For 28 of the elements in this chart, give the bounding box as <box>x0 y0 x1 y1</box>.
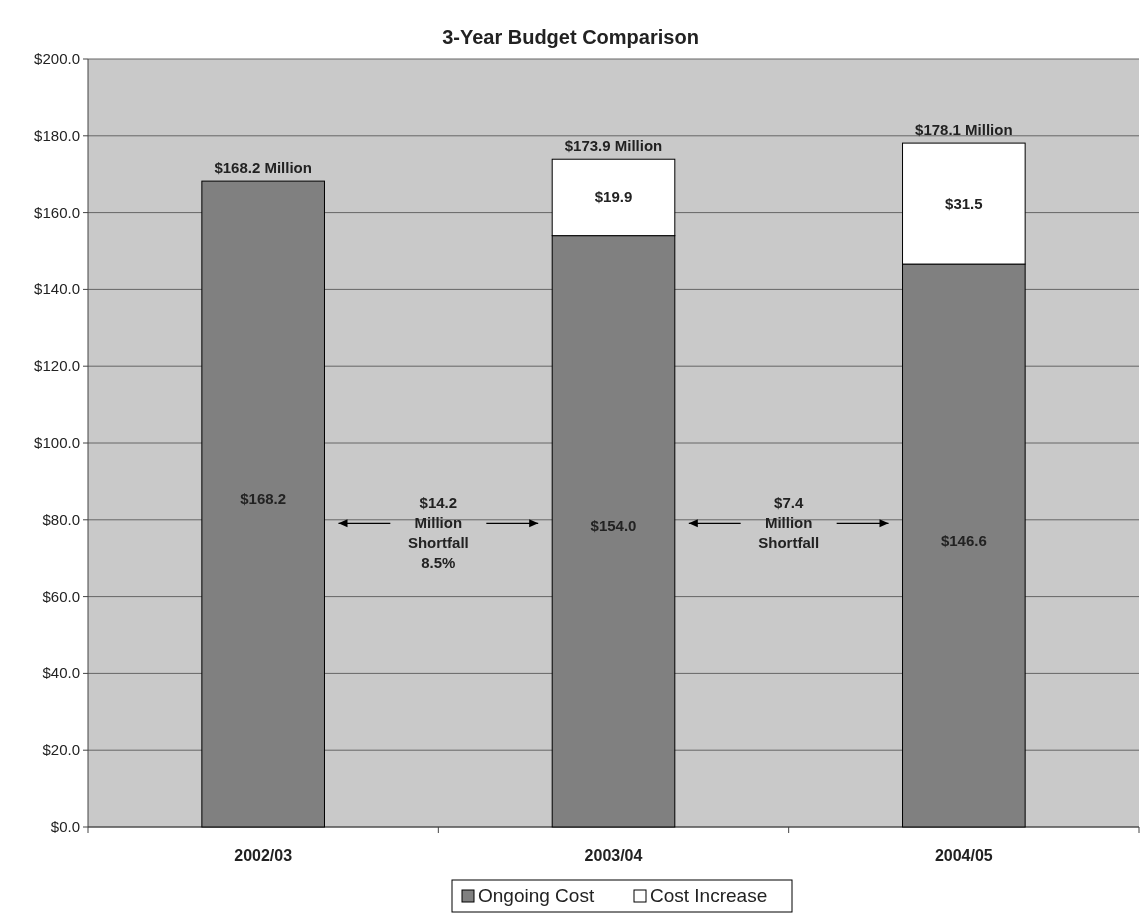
total-label: $173.9 Million <box>564 137 663 155</box>
y-tick-label: $0.0 <box>50 818 80 835</box>
data-label: $168.2 <box>240 490 287 508</box>
legend-label: Cost Increase <box>650 885 768 906</box>
y-tick-label: $160.0 <box>34 203 80 221</box>
y-tick-label: $180.0 <box>34 126 80 144</box>
annotation: $14.2 Million Shortfall 8.5% <box>407 494 469 572</box>
y-tick-label: $80.0 <box>42 510 80 528</box>
x-tick-label: 2002/03 <box>234 847 293 864</box>
y-tick-label: $60.0 <box>42 587 80 605</box>
annotation: $7.4 Million Shortfall <box>758 494 820 552</box>
y-tick-label: $100.0 <box>34 434 80 451</box>
total-label: $168.2 Million <box>214 159 312 177</box>
bar <box>201 180 325 828</box>
y-tick-label: $200.0 <box>34 50 80 67</box>
legend-label: Ongoing Cost <box>478 885 595 906</box>
chart-title: 3-Year Budget Comparison <box>442 26 699 48</box>
total-label: $178.1 Million <box>915 121 1013 139</box>
data-label: $146.6 <box>940 531 987 549</box>
y-tick-label: $40.0 <box>42 664 80 682</box>
data-label: $154.0 <box>590 517 637 535</box>
y-tick-label: $140.0 <box>34 280 80 298</box>
data-label: $31.5 <box>945 194 983 212</box>
y-tick-label: $120.0 <box>34 357 80 375</box>
x-tick-label: 2004/05 <box>934 847 993 864</box>
data-label: $19.9 <box>594 188 633 206</box>
y-tick-label: $20.0 <box>42 741 80 759</box>
x-tick-label: 2003/04 <box>584 847 643 864</box>
